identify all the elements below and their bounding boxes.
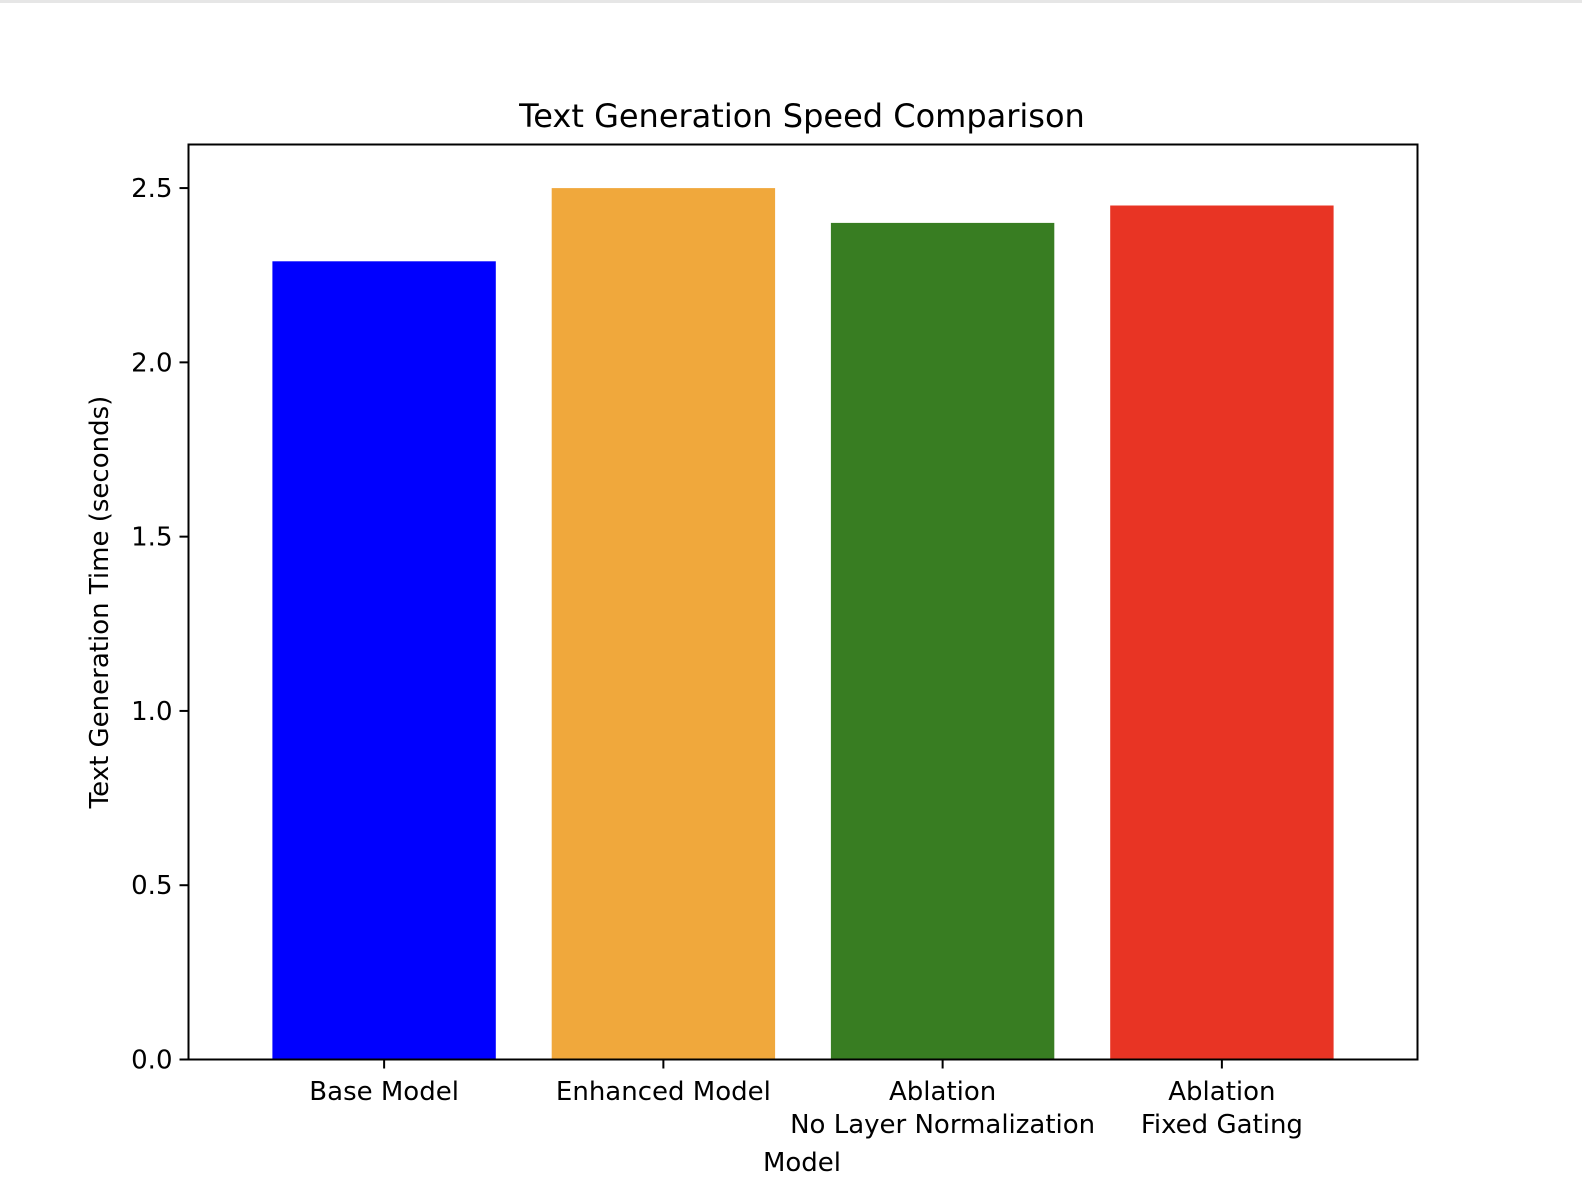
bar-2 [551, 188, 776, 1060]
x-tick-label: Ablation [889, 1077, 996, 1107]
x-tick-label: Enhanced Model [556, 1077, 771, 1107]
y-tick-label: 1.5 [131, 523, 172, 553]
x-tick-label: Base Model [309, 1077, 459, 1107]
bars-group [272, 188, 1334, 1060]
window-top-border [0, 0, 1582, 3]
y-tick-label: 2.0 [131, 348, 172, 378]
plot-frame [187, 143, 1419, 1061]
y-tick-label: 1.0 [131, 697, 172, 727]
chart-title: Text Generation Speed Comparison [518, 97, 1085, 135]
y-axis-label: Text Generation Time (seconds) [85, 396, 115, 810]
bar-1 [272, 261, 496, 1060]
x-tick-label: Fixed Gating [1141, 1110, 1303, 1140]
x-tick-label: Ablation [1168, 1077, 1275, 1107]
y-tick-label: 0.5 [131, 871, 172, 901]
y-axis-ticks: 0.0 0.5 1.0 1.5 2.0 2.5 [131, 174, 189, 1076]
bar-4 [1110, 205, 1334, 1060]
y-tick-label: 0.0 [131, 1046, 172, 1076]
bar-3 [830, 222, 1055, 1060]
y-tick-label: 2.5 [131, 174, 172, 204]
x-axis-label: Model [763, 1148, 841, 1178]
x-tick-label: No Layer Normalization [790, 1110, 1095, 1140]
